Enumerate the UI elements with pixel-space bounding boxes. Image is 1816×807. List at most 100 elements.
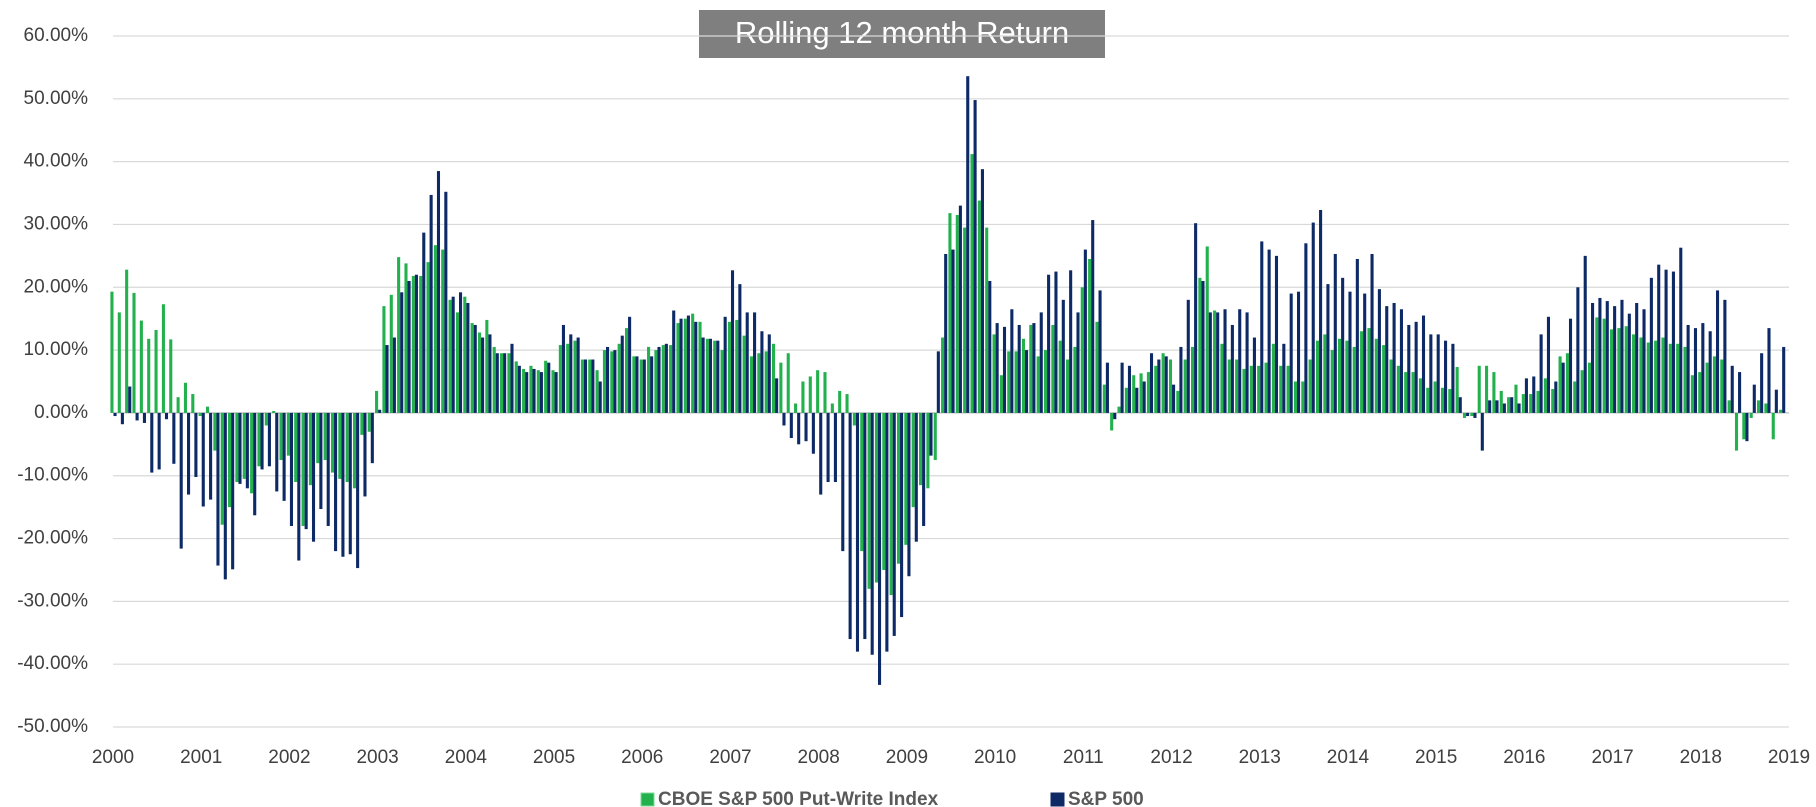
bar: [235, 412, 239, 483]
bar: [147, 338, 151, 413]
bar: [1363, 293, 1367, 413]
bar: [1568, 318, 1573, 413]
bar: [958, 205, 962, 413]
bar: [382, 306, 386, 413]
bar: [1517, 403, 1521, 413]
bar: [500, 353, 504, 413]
bar: [297, 412, 301, 561]
bar: [1507, 397, 1511, 413]
bar: [639, 359, 643, 413]
bar: [191, 394, 195, 413]
bar: [1154, 365, 1158, 413]
bar: [1168, 359, 1173, 413]
bar: [1448, 389, 1452, 413]
bar: [595, 370, 599, 413]
bar: [1389, 359, 1393, 413]
bar: [635, 356, 639, 413]
bar: [1367, 328, 1371, 413]
bar: [1671, 271, 1675, 413]
bar: [139, 320, 143, 413]
bar: [955, 215, 959, 413]
y-tick-label: 40.00%: [24, 151, 89, 172]
bar: [1355, 259, 1359, 413]
bar: [855, 412, 860, 652]
bar: [223, 412, 227, 580]
bar: [330, 412, 335, 473]
bar: [289, 412, 294, 526]
bar: [341, 412, 345, 557]
bar: [1742, 412, 1746, 440]
bar: [1047, 274, 1051, 413]
bar: [1157, 359, 1161, 413]
bar: [397, 257, 401, 413]
bar: [698, 321, 702, 413]
bar: [1712, 356, 1716, 413]
bar: [250, 412, 254, 494]
bar: [488, 334, 492, 413]
bar: [576, 337, 580, 413]
bar: [1296, 291, 1301, 413]
bar: [1139, 373, 1143, 413]
y-tick-label: 10.00%: [24, 339, 89, 360]
bar: [632, 356, 636, 413]
bar: [1727, 400, 1731, 413]
bar: [179, 412, 183, 549]
x-tick-label: 2011: [1063, 747, 1104, 768]
bar: [514, 361, 518, 413]
bar: [583, 359, 588, 413]
bar: [525, 372, 529, 413]
bar: [1565, 353, 1569, 413]
bar: [176, 397, 180, 413]
bar: [1110, 412, 1114, 431]
bar: [1554, 381, 1558, 413]
bar: [1227, 359, 1231, 413]
bar: [1764, 403, 1768, 413]
bar: [580, 359, 584, 413]
bar: [1429, 334, 1433, 413]
bar: [1774, 389, 1778, 413]
x-tick-label: 2001: [180, 747, 222, 768]
bar: [1257, 365, 1261, 413]
bar: [1536, 390, 1540, 413]
bar: [1252, 337, 1256, 413]
bar: [1017, 324, 1021, 413]
bar: [1782, 346, 1786, 413]
bar: [1172, 384, 1176, 413]
bar: [904, 412, 908, 545]
bar: [830, 403, 834, 413]
bar: [797, 412, 801, 445]
bar: [848, 412, 852, 640]
bar: [466, 302, 470, 413]
bar: [1436, 334, 1440, 413]
bar: [352, 412, 357, 489]
bar: [492, 346, 496, 413]
bar: [1745, 412, 1749, 442]
bar: [669, 345, 673, 413]
bar: [1382, 345, 1386, 413]
bar: [694, 321, 698, 413]
bar: [1757, 400, 1761, 413]
bar: [1385, 306, 1389, 413]
bar: [1216, 312, 1220, 413]
bar: [892, 412, 896, 636]
y-tick-label: -50.00%: [17, 716, 88, 737]
y-tick-label: 0.00%: [34, 402, 88, 423]
y-tick-label: 30.00%: [24, 213, 89, 234]
bar: [1348, 291, 1352, 413]
bar: [1245, 312, 1249, 413]
bar: [231, 412, 235, 570]
bar: [1591, 302, 1595, 413]
bar: [404, 263, 408, 413]
y-tick-label: 50.00%: [24, 88, 89, 109]
bar: [657, 346, 661, 413]
bar: [172, 412, 176, 464]
bar: [323, 412, 327, 461]
bar: [481, 337, 485, 413]
bar: [1473, 412, 1477, 418]
bar: [738, 284, 742, 413]
bar: [1668, 343, 1672, 413]
bar: [187, 412, 191, 495]
bar: [1730, 365, 1734, 413]
bar: [985, 227, 989, 413]
bar: [896, 412, 901, 564]
